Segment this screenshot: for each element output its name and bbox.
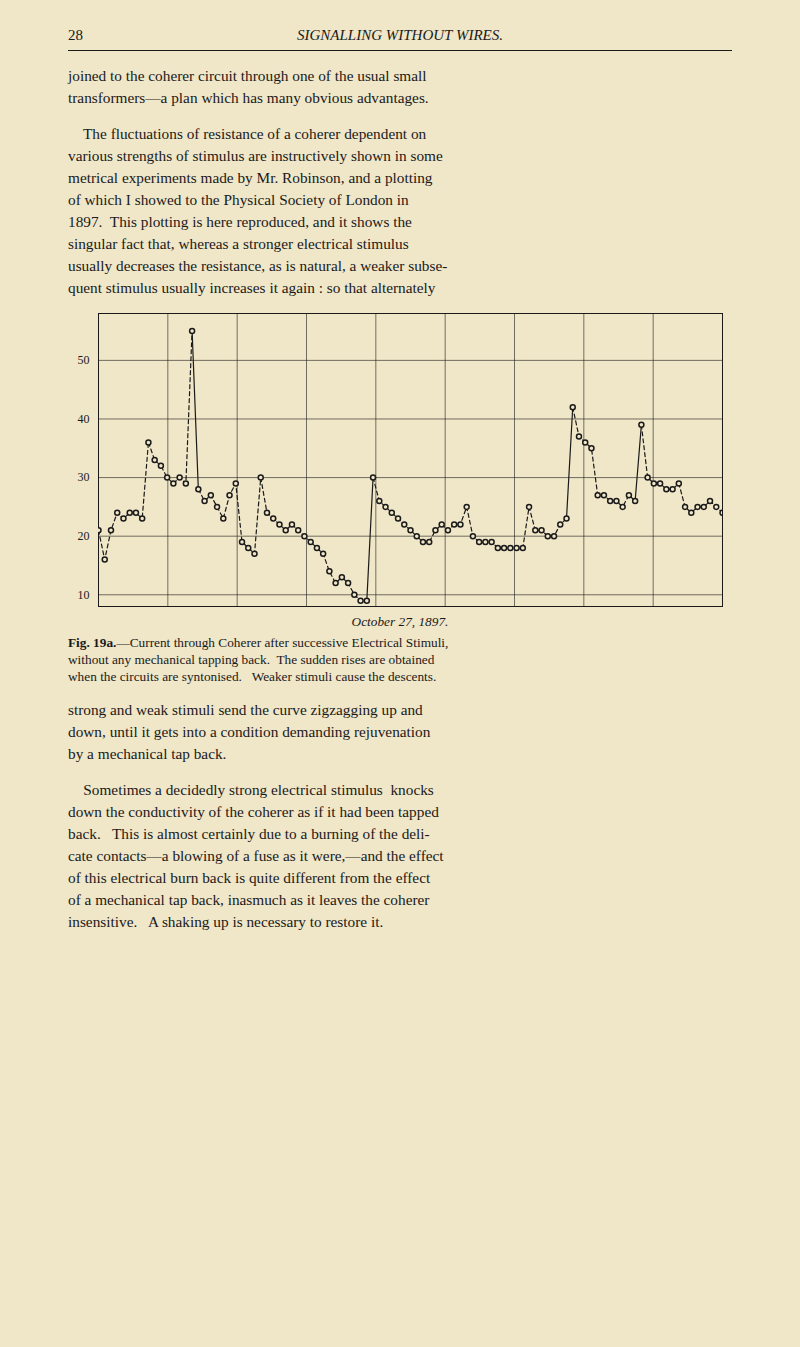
html-text:Fig. 19a. —Current through Coh: Fig. 19a. —Current through Coherer after… (68, 635, 449, 650)
html-text:various strengths of stimulus: various strengths of stimulus are instru… (68, 147, 443, 164)
html-text:quent stimulus usually increas: quent stimulus usually increases it agai… (68, 279, 436, 296)
html-text:of which I showed to the Physi: of which I showed to the Physical Societ… (68, 191, 409, 208)
html-text:joined to the coherer circuit: joined to the coherer circuit through on… (68, 67, 427, 84)
svg-text:10: 10 (78, 588, 90, 602)
html-text:SIGNALLING WITHOUT WIRES.: SIGNALLING WITHOUT WIRES. (297, 27, 503, 43)
svg-text:50: 50 (78, 353, 90, 367)
html-text:singular fact that, whereas a: singular fact that, whereas a stronger e… (68, 235, 409, 252)
html-text:28: 28 (68, 27, 83, 43)
html-text:1897. This plotting is here re: 1897. This plotting is here reproduced, … (68, 213, 412, 230)
html-text:usually decreases the resistan: usually decreases the resistance, as is … (68, 257, 448, 274)
svg-text:30: 30 (78, 470, 90, 484)
html-text:Sometimes a decidedly strong e: Sometimes a decidedly strong electrical … (68, 781, 434, 798)
html-text:cate contacts—a blowing of a f: cate contacts—a blowing of a fuse as it … (68, 847, 444, 864)
html-text:back. This is almost certainly: back. This is almost certainly due to a … (68, 825, 430, 842)
html-text:down the conductivity of the c: down the conductivity of the coherer as … (68, 803, 439, 820)
html-text:transformers—a plan which has: transformers—a plan which has many obvio… (68, 89, 429, 106)
html-text:metrical experiments made by M: metrical experiments made by Mr. Robinso… (68, 169, 433, 186)
html-text:The fluctuations of resistance: The fluctuations of resistance of a cohe… (68, 125, 427, 142)
html-text:by a mechanical tap back.: by a mechanical tap back. (68, 745, 227, 762)
html-text:when the circuits are syntonis: when the circuits are syntonised. Weaker… (68, 669, 437, 684)
html-text:strong and weak stimuli send t: strong and weak stimuli send the curve z… (68, 701, 423, 718)
svg-text:20: 20 (78, 529, 90, 543)
html-text:without any mechanical tapping: without any mechanical tapping back. The… (68, 652, 435, 667)
html-text:October 27, 1897.: October 27, 1897. (351, 614, 449, 629)
svg-text:40: 40 (78, 412, 90, 426)
html-text:down, until it gets into a con: down, until it gets into a condition dem… (68, 723, 431, 740)
html-text:of a mechanical tap back, inas: of a mechanical tap back, inasmuch as it… (68, 891, 430, 908)
html-text:insensitive. A shaking up is n: insensitive. A shaking up is necessary t… (68, 913, 384, 930)
html-text:of this electrical burn back i: of this electrical burn back is quite di… (68, 869, 431, 886)
